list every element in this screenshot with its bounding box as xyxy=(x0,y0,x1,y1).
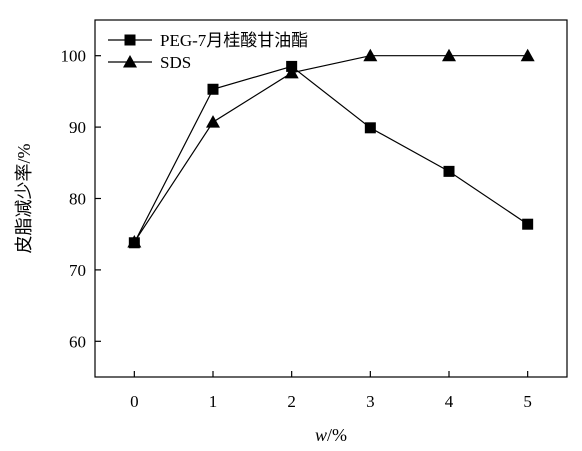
legend-label: PEG-7月桂酸甘油酯 xyxy=(160,31,308,50)
series-layer xyxy=(127,48,535,249)
series-line xyxy=(133,65,529,244)
legend: PEG-7月桂酸甘油酯 SDS xyxy=(108,31,308,72)
square-marker xyxy=(207,83,219,95)
y-axis-ticks: 60 70 80 90 100 xyxy=(61,47,101,351)
y-tick-label: 100 xyxy=(61,47,87,66)
triangle-marker xyxy=(127,235,142,248)
square-marker xyxy=(443,165,455,177)
x-axis-ticks: 0 1 2 3 4 5 xyxy=(130,371,532,411)
plot-frame xyxy=(94,19,568,378)
y-tick-label: 70 xyxy=(69,261,86,280)
x-tick-label: 2 xyxy=(287,392,296,411)
x-axis-title-unit: /% xyxy=(327,425,347,445)
legend-item: PEG-7月桂酸甘油酯 xyxy=(108,31,308,50)
series-peg xyxy=(128,60,534,249)
x-tick-label: 3 xyxy=(366,392,375,411)
square-marker xyxy=(522,218,534,230)
x-tick-label: 5 xyxy=(523,392,532,411)
series-line xyxy=(133,55,528,243)
legend-marker xyxy=(123,55,137,68)
square-marker xyxy=(364,122,376,134)
triangle-marker xyxy=(363,48,378,62)
legend-item: SDS xyxy=(108,53,191,72)
x-axis-title: w/% xyxy=(315,425,347,445)
y-tick-label: 60 xyxy=(69,332,86,351)
triangle-marker xyxy=(206,115,220,128)
legend-label: SDS xyxy=(160,53,191,72)
triangle-marker xyxy=(520,48,535,62)
y-axis-title: 皮脂减少率/% xyxy=(14,143,34,253)
x-tick-label: 0 xyxy=(130,392,139,411)
legend-marker xyxy=(124,34,136,46)
x-axis-title-var: w xyxy=(315,425,327,445)
x-tick-label: 1 xyxy=(209,392,218,411)
triangle-marker xyxy=(442,48,456,62)
y-tick-label: 90 xyxy=(69,118,86,137)
x-tick-label: 4 xyxy=(445,392,454,411)
series-sds xyxy=(127,48,535,248)
y-tick-label: 80 xyxy=(69,190,86,209)
triangle-marker xyxy=(284,65,299,79)
